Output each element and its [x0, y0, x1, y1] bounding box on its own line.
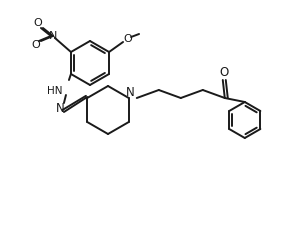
Text: N: N	[125, 86, 134, 99]
Text: N: N	[56, 103, 64, 115]
Text: O: O	[124, 34, 133, 44]
Text: O: O	[34, 18, 42, 28]
Text: O: O	[219, 67, 228, 79]
Text: O: O	[32, 40, 40, 50]
Text: HN: HN	[47, 86, 63, 96]
Text: N: N	[49, 31, 57, 41]
